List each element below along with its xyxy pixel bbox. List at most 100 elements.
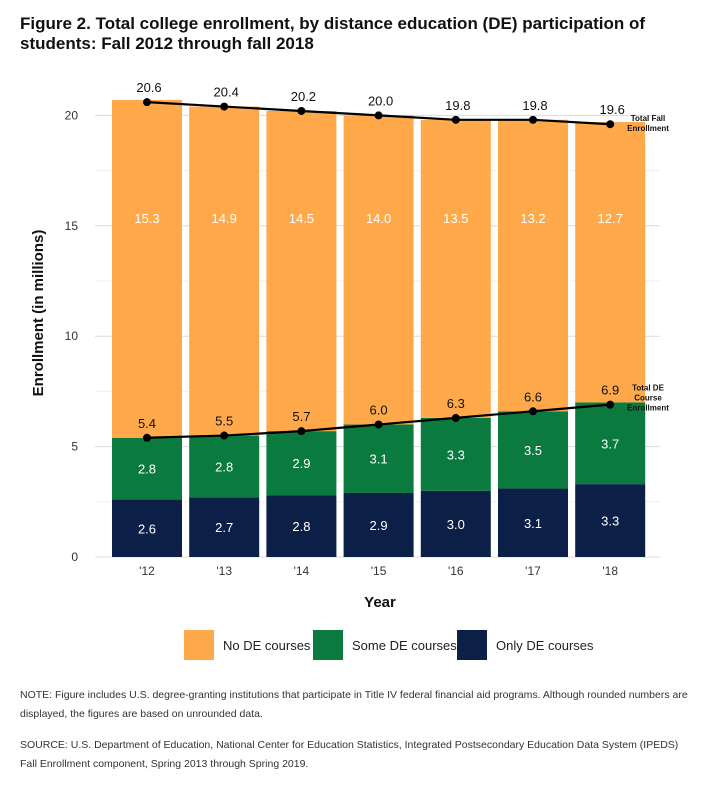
figure-note: NOTE: Figure includes U.S. degree-granti…	[20, 689, 688, 720]
total-point	[143, 433, 151, 442]
bar-value-label: 14.5	[289, 211, 314, 226]
bar-segment	[420, 417, 491, 491]
total-point	[297, 427, 306, 436]
bar-segment	[343, 424, 414, 493]
total-value-label: 6.6	[524, 389, 542, 404]
legend-swatch-only-de	[457, 630, 487, 660]
bars	[112, 99, 646, 557]
total-value-label: 20.6	[136, 80, 161, 95]
x-axis-label: Year	[364, 594, 396, 611]
x-tick-label: '17	[525, 564, 541, 578]
line-series-label: Total DE	[632, 384, 665, 393]
total-value-label: 19.8	[522, 98, 547, 113]
line-series-label: Total Fall	[631, 114, 666, 123]
total-point	[220, 102, 229, 111]
x-tick-label: '13	[216, 564, 232, 578]
stacked-bar-chart: 2.6 2.8 15.3 2.7 2.8 14.9 2.8 2.9 14.5 2.9 3.1 14.0…	[30, 80, 669, 611]
total-point	[143, 98, 151, 107]
x-tick-label: '16	[448, 564, 464, 578]
bar-segment	[266, 110, 337, 432]
bar-segment	[575, 402, 646, 485]
legend-label-some-de: Some DE courses	[352, 637, 457, 653]
figure-source: SOURCE: U.S. Department of Education, Na…	[20, 739, 679, 770]
total-point	[374, 420, 383, 429]
bar-segment	[189, 106, 260, 436]
total-value-label: 5.5	[215, 414, 233, 429]
bar-value-label: 3.0	[447, 517, 465, 532]
x-tick-label: '15	[371, 564, 387, 578]
legend-label-no-de: No DE courses	[223, 637, 311, 653]
bar-value-label: 2.9	[370, 518, 388, 533]
legend-item-only-de: Only DE courses	[457, 630, 594, 660]
y-tick-label: 15	[65, 219, 79, 233]
bar-value-label: 12.7	[598, 211, 623, 226]
bar-segment	[498, 119, 568, 412]
bar-value-label: 3.3	[447, 447, 465, 462]
legend-item-some-de: Some DE courses	[313, 630, 457, 660]
legend-swatch-no-de	[184, 630, 214, 660]
y-axis-label: Enrollment (in millions)	[30, 230, 47, 397]
line-series-label: Enrollment	[627, 124, 669, 133]
bar-segment	[498, 411, 568, 489]
total-value-label: 6.3	[447, 396, 465, 411]
y-tick-label: 20	[65, 108, 79, 122]
total-point	[451, 115, 460, 124]
legend-swatch-some-de	[313, 630, 343, 660]
bar-segment	[498, 488, 568, 557]
bar-value-label: 14.0	[366, 211, 391, 226]
bar-value-label: 13.5	[443, 211, 468, 226]
total-value-label: 5.4	[138, 416, 156, 431]
bar-value-label: 15.3	[134, 211, 159, 226]
axes: 0 5 10 15 20 '12 '13 '14 '15 '16 '17 '18	[65, 108, 619, 578]
total-point	[606, 400, 615, 409]
bar-value-label: 2.8	[292, 519, 310, 534]
total-value-label: 19.6	[600, 102, 625, 117]
line-series-label: Course	[634, 394, 662, 403]
bar-segment	[420, 119, 491, 418]
bar-segment	[420, 490, 491, 557]
y-tick-label: 10	[65, 329, 79, 343]
bar-segment	[343, 492, 414, 557]
total-value-label: 20.0	[368, 93, 393, 108]
bar-value-label: 2.8	[138, 462, 156, 477]
y-tick-label: 0	[71, 550, 78, 564]
bar-segment	[112, 499, 182, 557]
total-value-label: 19.8	[445, 98, 470, 113]
total-point	[374, 111, 383, 120]
total-point	[297, 106, 306, 115]
bar-value-label: 3.1	[370, 452, 388, 467]
total-value-label: 5.7	[292, 409, 310, 424]
bar-value-label: 2.7	[215, 520, 233, 535]
legend: No DE courses Some DE courses Only DE co…	[0, 630, 708, 660]
bar-value-label: 3.3	[601, 514, 619, 529]
total-point	[529, 407, 537, 416]
total-value-label: 6.0	[370, 403, 388, 418]
bar-value-label: 3.7	[601, 436, 619, 451]
bar-segment	[112, 99, 182, 438]
total-value-label: 20.2	[291, 89, 316, 104]
total-point	[451, 413, 460, 422]
chart-title: Figure 2. Total college enrollment, by d…	[20, 14, 645, 53]
bar-value-label: 2.6	[138, 521, 156, 536]
bar-segment	[266, 495, 337, 557]
bar-labels: 2.6 2.8 15.3 2.7 2.8 14.9 2.8 2.9 14.5 2.9 3.1 14.0…	[134, 211, 623, 536]
bar-segment	[343, 115, 414, 425]
x-tick-label: '12	[139, 564, 155, 578]
bar-segment	[112, 437, 182, 500]
bar-segment	[266, 431, 337, 496]
legend-item-no-de: No DE courses	[184, 630, 310, 660]
bar-segment	[189, 497, 260, 557]
total-point	[220, 431, 229, 440]
y-tick-label: 5	[71, 440, 78, 454]
bar-value-label: 14.9	[212, 211, 237, 226]
bar-segment	[189, 435, 260, 498]
total-point	[606, 120, 615, 129]
line-series-label: Enrollment	[627, 404, 669, 413]
total-value-label: 6.9	[601, 383, 619, 398]
bar-value-label: 13.2	[520, 211, 545, 226]
bar-value-label: 3.5	[524, 443, 542, 458]
bar-value-label: 2.8	[215, 459, 233, 474]
x-tick-label: '14	[294, 564, 310, 578]
x-tick-label: '18	[602, 564, 618, 578]
